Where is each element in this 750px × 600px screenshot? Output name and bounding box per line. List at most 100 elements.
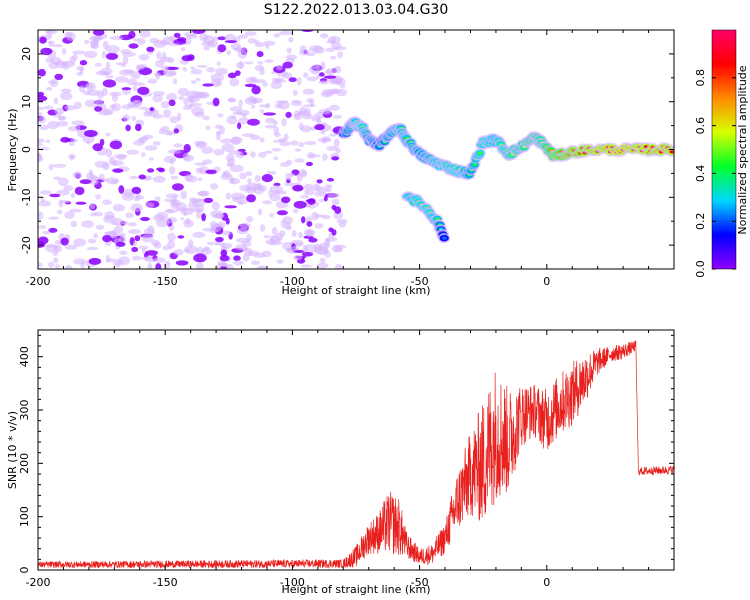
noise-blob <box>269 193 281 202</box>
noise-blob <box>53 97 59 105</box>
noise-blob <box>273 132 281 138</box>
noise-blob <box>153 39 167 48</box>
noise-blob <box>45 244 58 248</box>
noise-blob <box>276 210 288 216</box>
noise-blob <box>216 132 221 141</box>
noise-blob <box>93 233 99 239</box>
noise-blob <box>123 69 135 74</box>
colorbar-ticks: 0.0 0.2 0.4 0.6 0.8 <box>694 69 736 278</box>
noise-blob <box>152 114 165 119</box>
noise-blob <box>215 213 224 219</box>
noise-blob <box>128 30 136 39</box>
noise-blob <box>253 79 266 84</box>
noise-blob <box>152 175 166 183</box>
noise-blob <box>70 220 78 228</box>
noise-blob <box>88 257 102 265</box>
noise-blob <box>75 201 87 205</box>
noise-blob <box>58 177 69 187</box>
noise-blob <box>293 250 305 253</box>
noise-blob <box>112 161 118 165</box>
noise-blob <box>60 237 69 246</box>
noise-blob <box>251 260 260 266</box>
noise-blob <box>316 262 329 269</box>
noise-blob <box>53 257 59 264</box>
noise-blob <box>229 106 242 112</box>
noise-blob <box>49 193 61 198</box>
noise-blob <box>247 38 256 44</box>
noise-blob <box>230 136 243 145</box>
noise-blob <box>245 170 253 177</box>
noise-blob <box>298 122 304 130</box>
noise-blob <box>331 204 337 211</box>
noise-blob <box>173 128 179 134</box>
noise-blob <box>259 67 265 76</box>
noise-blob <box>299 195 310 199</box>
noise-blob <box>79 85 85 93</box>
noise-blob <box>98 110 113 116</box>
snr-x-axis-label: Height of straight line (km) <box>281 583 430 596</box>
noise-blob <box>169 43 181 47</box>
noise-blob <box>133 139 145 146</box>
noise-blob <box>261 250 272 258</box>
noise-blob <box>69 154 74 161</box>
noise-blob <box>87 89 100 96</box>
noise-blob <box>129 175 138 180</box>
noise-blob <box>244 31 257 36</box>
noise-blob <box>242 254 250 262</box>
noise-blob <box>64 211 75 219</box>
noise-blob <box>153 242 162 249</box>
noise-blob <box>43 105 54 110</box>
noise-blob <box>73 238 87 247</box>
noise-blob <box>203 197 214 204</box>
noise-blob <box>145 202 155 209</box>
noise-blob <box>216 61 221 66</box>
noise-blob <box>279 141 291 147</box>
noise-blob <box>333 65 342 74</box>
noise-blob <box>302 244 308 253</box>
noise-blob <box>52 163 67 168</box>
noise-blob <box>193 253 207 263</box>
noise-blob <box>299 106 308 115</box>
noise-blob <box>247 177 252 184</box>
snr-series-line <box>38 340 674 570</box>
noise-blob <box>115 241 126 247</box>
noise-blob <box>113 218 124 226</box>
noise-blob <box>101 87 108 97</box>
noise-blob <box>182 152 191 161</box>
noise-blob <box>128 43 139 49</box>
snr-plot-area <box>38 340 674 570</box>
noise-blob <box>306 98 313 103</box>
noise-blob <box>273 33 281 38</box>
noise-blob <box>323 75 337 79</box>
noise-blob <box>213 149 225 156</box>
noise-blob <box>212 97 220 107</box>
noise-blob <box>186 90 200 100</box>
noise-blob <box>120 49 132 55</box>
x-tick-label: -50 <box>411 275 429 288</box>
noise-blob <box>38 200 52 207</box>
noise-blob <box>286 247 293 252</box>
noise-blob <box>38 225 47 229</box>
noise-blob <box>201 146 214 154</box>
noise-blob <box>329 80 342 85</box>
noise-blob <box>307 154 321 158</box>
noise-blob <box>105 132 111 137</box>
snr-frame <box>37 329 675 571</box>
noise-blob <box>188 197 197 203</box>
noise-blob <box>325 107 330 113</box>
noise-blob <box>303 141 317 145</box>
noise-blob <box>164 198 177 202</box>
noise-blob <box>265 239 276 245</box>
noise-blob <box>301 30 314 33</box>
noise-blob <box>45 139 51 143</box>
noise-blob <box>38 211 44 221</box>
noise-blob <box>232 111 244 116</box>
noise-blob <box>167 240 176 249</box>
noise-blob <box>95 70 110 76</box>
noise-blob <box>167 232 177 242</box>
noise-blob <box>102 235 112 243</box>
noise-blob <box>166 208 174 213</box>
x-tick-label: -200 <box>26 576 51 589</box>
noise-blob <box>339 84 346 89</box>
noise-blob <box>331 244 342 253</box>
